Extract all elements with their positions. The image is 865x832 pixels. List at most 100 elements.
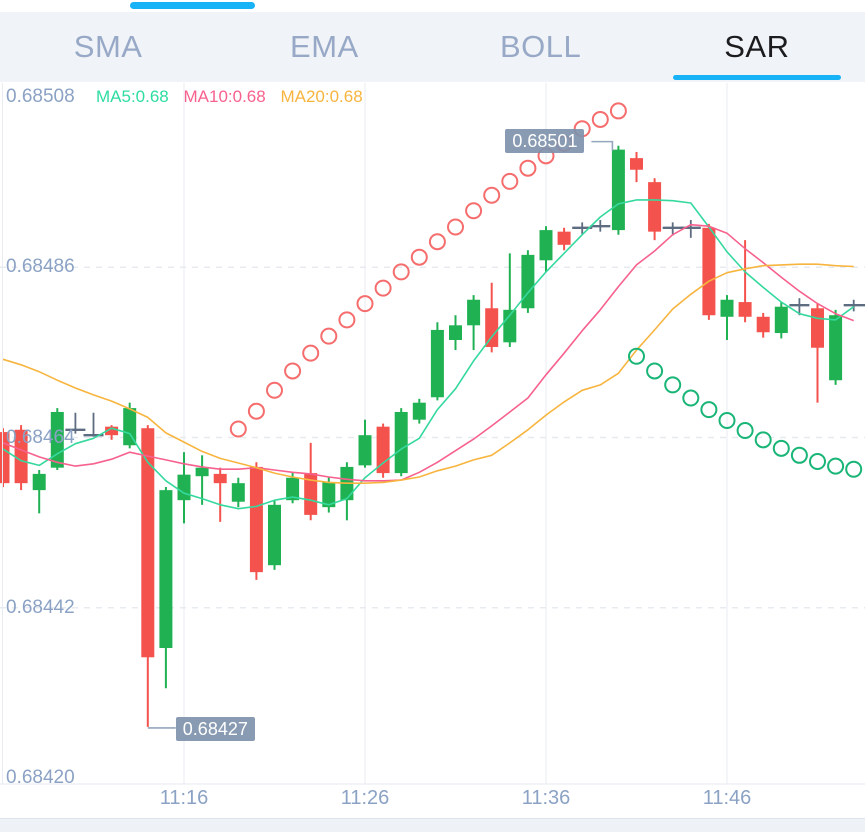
- sar-dot-up: [483, 186, 501, 204]
- sar-dot-up: [428, 233, 446, 251]
- sar-dot-up: [591, 110, 609, 128]
- sar-dot-down: [790, 446, 808, 464]
- sar-dot-up: [338, 311, 356, 329]
- sar-dot-up: [392, 263, 410, 281]
- ma20-line: [2, 263, 854, 485]
- tab-boll-label: BOLL: [499, 29, 582, 64]
- candle-body-down: [249, 466, 263, 573]
- candle-body-up: [829, 315, 843, 381]
- ma10-legend-value: MA10:0.68: [183, 87, 266, 106]
- sar-dot-up: [247, 402, 265, 420]
- tab-boll[interactable]: BOLL: [433, 12, 649, 82]
- candle-body-up: [123, 408, 137, 446]
- candle-body-down: [14, 429, 28, 484]
- active-tab-indicator-top: [130, 2, 255, 9]
- candle-body-up: [611, 149, 625, 231]
- sar-dot-up: [447, 218, 464, 236]
- candle-body-down: [557, 231, 571, 245]
- sar-dot-down: [809, 452, 826, 470]
- candle-body-down: [630, 158, 643, 170]
- ma5-line: [2, 199, 855, 510]
- plot-left-border: [2, 83, 3, 784]
- high-price-badge: 0.68501: [505, 128, 585, 153]
- bottom-strip: [0, 818, 865, 832]
- sar-dot-up: [465, 202, 483, 220]
- sar-dot-down: [718, 411, 736, 429]
- candle-body-up: [412, 402, 426, 420]
- sar-dot-up: [374, 279, 392, 297]
- candle-body-up: [50, 411, 64, 468]
- candle-body-down: [0, 432, 10, 484]
- indicator-tabbar: SMA EMA BOLL SAR: [0, 12, 865, 82]
- sar-dot-down: [754, 431, 772, 449]
- sar-dot-down: [772, 439, 790, 457]
- tab-sar[interactable]: SAR: [649, 12, 865, 82]
- candle-body-up: [322, 482, 336, 508]
- candle-body-up: [32, 473, 46, 491]
- y-axis-label: 0.68464: [6, 426, 75, 448]
- x-axis-label: 11:36: [521, 787, 571, 809]
- sar-dot-up: [229, 420, 247, 438]
- candle-body-down: [141, 428, 155, 658]
- candle-body-up: [268, 504, 281, 566]
- candle-body-up: [467, 299, 481, 326]
- candle-body-down: [756, 316, 770, 333]
- candle-body-down: [702, 227, 716, 316]
- sar-dot-up: [266, 381, 283, 399]
- sar-dot-up: [320, 327, 338, 345]
- x-axis-label: 11:46: [702, 787, 752, 809]
- sar-dot-down: [700, 401, 718, 419]
- sar-dot-up: [410, 248, 428, 266]
- candle-body-down: [485, 308, 499, 347]
- tab-sar-label: SAR: [724, 29, 790, 64]
- candle-body-up: [159, 490, 173, 648]
- y-axis-label: 0.68486: [6, 256, 75, 278]
- sar-dot-down: [628, 347, 645, 365]
- candle-body-up: [720, 299, 734, 317]
- sar-dot-down: [682, 389, 700, 407]
- sar-dot-down: [845, 460, 863, 478]
- tab-ema[interactable]: EMA: [216, 12, 432, 82]
- ma20-legend-value: MA20:0.68: [280, 87, 363, 106]
- sar-dot-down: [827, 457, 845, 475]
- candle-body-up: [539, 230, 553, 261]
- ma-legend: MA5:0.68 MA10:0.68 MA20:0.68: [96, 87, 373, 107]
- ma5-legend-value: MA5:0.68: [96, 87, 169, 106]
- sar-dot-up: [519, 159, 537, 177]
- candle-body-down: [648, 182, 662, 232]
- candle-body-down: [811, 308, 824, 348]
- sar-dot-down: [664, 376, 682, 394]
- candle-body-down: [304, 473, 318, 515]
- candle-body-down: [213, 473, 227, 484]
- sar-dot-down: [736, 422, 754, 440]
- candle-body-up: [774, 306, 788, 334]
- sar-dot-up: [284, 362, 302, 380]
- y-axis-label: 0.68420: [6, 767, 75, 788]
- sar-dot-down: [646, 362, 664, 380]
- ma10-line: [2, 223, 854, 482]
- tab-sma[interactable]: SMA: [0, 12, 216, 82]
- candle-body-up: [195, 467, 209, 477]
- candle-body-up: [231, 483, 245, 502]
- sar-dot-up: [302, 344, 320, 362]
- candle-body-up: [521, 254, 535, 309]
- candle-body-up: [430, 329, 444, 398]
- tab-active-underline: [672, 75, 842, 80]
- y-axis-label: 0.68442: [6, 596, 75, 618]
- candle-body-up: [358, 435, 372, 466]
- x-axis-label: 11:26: [340, 787, 390, 809]
- sar-dot-up: [501, 172, 519, 190]
- x-axis-label: 11:16: [159, 787, 209, 809]
- candle-body-up: [394, 411, 408, 474]
- sar-dot-up: [609, 102, 627, 120]
- tab-sma-label: SMA: [73, 29, 143, 64]
- candle-body-up: [286, 477, 300, 501]
- candle-body-down: [738, 302, 752, 317]
- top-strip: [0, 0, 865, 12]
- candle-body-up: [177, 474, 191, 501]
- low-price-badge: 0.68427: [175, 716, 255, 741]
- badge-connector: [591, 140, 614, 151]
